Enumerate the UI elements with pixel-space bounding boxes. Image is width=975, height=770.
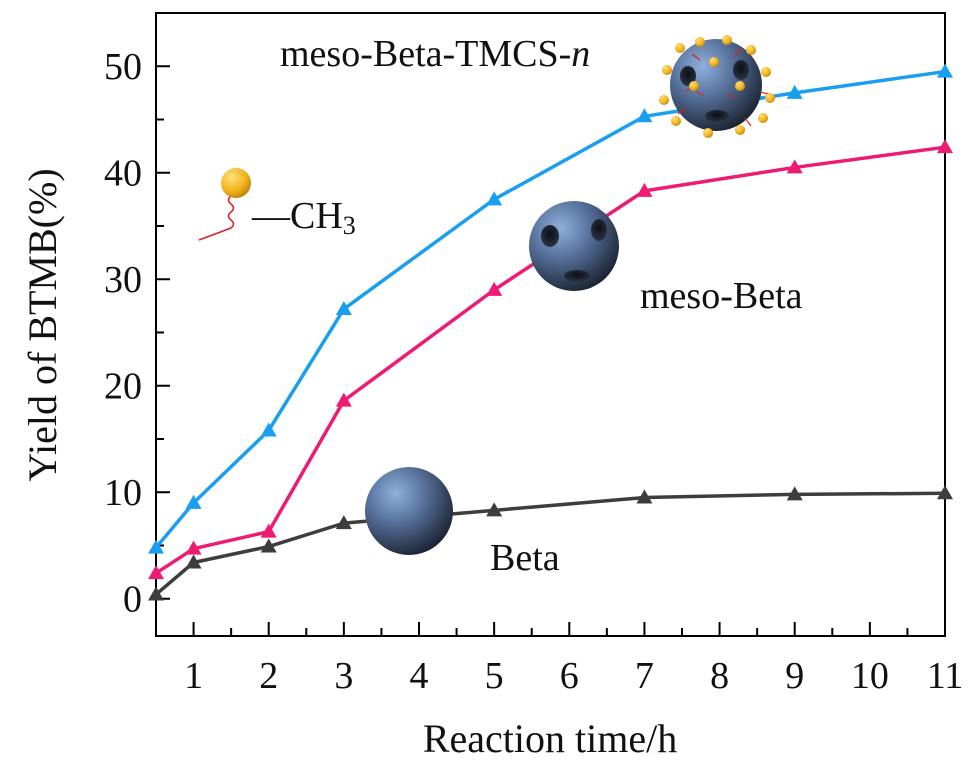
x-tick-label: 9	[785, 655, 804, 697]
series-0	[148, 63, 953, 554]
methyl-wavy-chain	[198, 195, 235, 241]
x-tick-label: 2	[259, 655, 278, 697]
data-point-marker	[335, 515, 352, 530]
methyl-bead	[221, 168, 251, 198]
ch3-label-prefix: —CH	[251, 195, 343, 237]
x-axis-title: Reaction time/h	[423, 716, 677, 761]
y-axis-title: Yield of BTMB(%)	[20, 168, 65, 481]
data-point-marker	[486, 502, 503, 517]
y-tick-label: 20	[104, 366, 142, 408]
data-point-marker	[148, 539, 164, 554]
data-point-marker	[260, 538, 277, 553]
y-tick-label: 50	[104, 46, 142, 88]
methyl-group-icon: —CH3	[198, 168, 356, 241]
series-lines	[148, 63, 953, 601]
data-point-marker	[148, 586, 164, 601]
y-tick-label: 30	[104, 259, 142, 301]
x-tick-label: 7	[635, 655, 654, 697]
data-point-marker	[786, 486, 803, 501]
axes: 1 2 3 4 5 6 7 8 9 10 11 0 10 20 30 40 50	[104, 46, 963, 697]
plot-frame	[155, 12, 946, 637]
series-line	[154, 69, 946, 549]
data-point-marker	[260, 523, 277, 538]
data-point-marker	[185, 494, 202, 509]
x-tick-label: 6	[560, 655, 579, 697]
data-point-marker	[937, 63, 953, 78]
data-point-marker	[486, 281, 503, 296]
data-point-marker	[937, 139, 953, 154]
data-point-marker	[636, 108, 653, 123]
ch3-label-subscript: 3	[343, 211, 356, 240]
series-1	[148, 139, 953, 580]
y-tick-label: 0	[123, 579, 142, 621]
ch3-label: —CH3	[251, 195, 356, 240]
x-tick-label: 1	[184, 655, 203, 697]
data-point-marker	[335, 392, 352, 407]
x-tick-label: 4	[410, 655, 429, 697]
data-point-marker	[937, 485, 953, 500]
data-point-marker	[786, 84, 803, 99]
meso-beta-tmcs-particle-icon	[659, 35, 775, 138]
data-point-marker	[185, 554, 202, 569]
y-tick-label: 10	[104, 472, 142, 514]
data-point-marker	[486, 191, 503, 206]
data-point-marker	[185, 540, 202, 555]
x-tick-label: 8	[710, 655, 729, 697]
data-point-marker	[636, 182, 653, 197]
x-tick-label: 11	[927, 655, 964, 697]
data-point-marker	[148, 565, 164, 580]
meso-beta-particle-icon	[529, 201, 619, 291]
x-tick-label: 5	[485, 655, 504, 697]
series-label-meso-beta-tmcs: meso-Beta-TMCS-n	[280, 33, 590, 75]
series-label-meso-beta: meso-Beta	[640, 275, 803, 317]
data-point-marker	[260, 422, 277, 437]
x-tick-label: 10	[851, 655, 889, 697]
y-tick-label: 40	[104, 153, 142, 195]
data-point-marker	[786, 159, 803, 174]
x-tick-label: 3	[334, 655, 353, 697]
series-label-beta: Beta	[490, 537, 560, 579]
data-point-marker	[335, 301, 352, 316]
series-line	[155, 145, 946, 575]
beta-particle-icon	[365, 467, 453, 555]
data-point-marker	[636, 489, 653, 504]
